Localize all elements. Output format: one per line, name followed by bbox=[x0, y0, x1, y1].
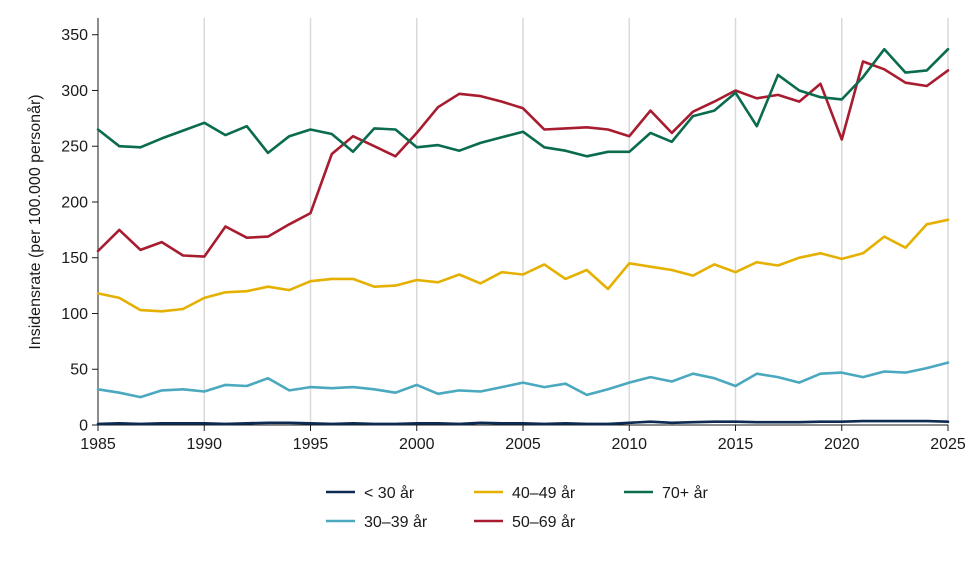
legend-label-4: 70+ år bbox=[662, 484, 708, 502]
x-tick-label-2025: 2025 bbox=[930, 436, 966, 453]
x-tick-label-2005: 2005 bbox=[505, 436, 541, 453]
x-tick-label-1995: 1995 bbox=[293, 436, 329, 453]
y-tick-label-100: 100 bbox=[61, 306, 88, 323]
x-tick-label-2010: 2010 bbox=[611, 436, 647, 453]
y-tick-label-200: 200 bbox=[61, 194, 88, 211]
series-line-0 bbox=[96, 419, 950, 426]
series-line-1 bbox=[96, 361, 950, 399]
y-tick-label-50: 50 bbox=[70, 362, 88, 379]
legend-label-1: 30–39 år bbox=[364, 513, 428, 531]
legend: < 30 år 30–39 år 40–49 år 50–69 år 70+ år bbox=[326, 484, 708, 531]
x-axis: 1985 1990 1995 2000 2005 2010 2015 2020 2025 bbox=[80, 424, 966, 453]
vertical-gridlines bbox=[203, 18, 949, 425]
x-tick-label-2000: 2000 bbox=[399, 436, 435, 453]
y-axis: 0 50 100 150 200 250 300 350 bbox=[61, 18, 99, 435]
legend-label-2: 40–49 år bbox=[512, 484, 576, 502]
series-line-2 bbox=[96, 218, 950, 313]
series-line-3 bbox=[96, 60, 950, 258]
legend-label-3: 50–69 år bbox=[512, 513, 576, 531]
series-lines bbox=[96, 47, 950, 426]
series-line-4 bbox=[96, 47, 950, 158]
y-tick-label-150: 150 bbox=[61, 250, 88, 267]
x-tick-label-1990: 1990 bbox=[186, 436, 222, 453]
x-tick-label-1985: 1985 bbox=[80, 436, 116, 453]
legend-label-0: < 30 år bbox=[364, 484, 415, 502]
y-tick-label-350: 350 bbox=[61, 27, 88, 44]
x-tick-label-2020: 2020 bbox=[824, 436, 860, 453]
y-tick-label-250: 250 bbox=[61, 139, 88, 156]
y-tick-label-0: 0 bbox=[79, 418, 88, 435]
y-tick-label-300: 300 bbox=[61, 83, 88, 100]
x-tick-label-2015: 2015 bbox=[718, 436, 754, 453]
y-axis-label: Insidensrate (per 100.000 personår) bbox=[26, 94, 44, 349]
